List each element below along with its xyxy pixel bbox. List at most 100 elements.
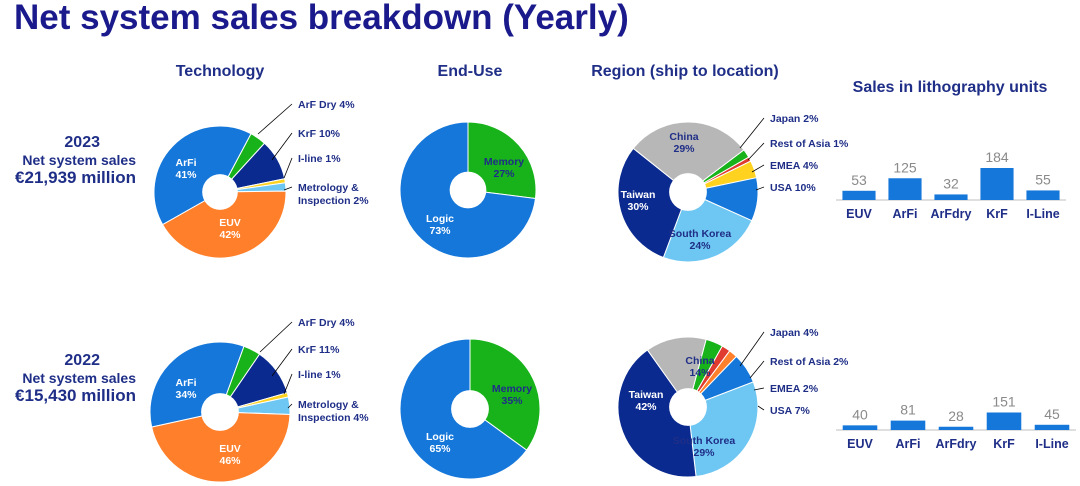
header-end-use: End-Use bbox=[437, 63, 503, 80]
pie-slice-euv bbox=[151, 411, 291, 483]
callout-label-arf-dry: ArF Dry 4% bbox=[298, 317, 355, 329]
bar-category-label: KrF bbox=[993, 437, 1015, 451]
pie-slice-taiwan bbox=[617, 147, 689, 259]
slice-label-logic: Logic 73% bbox=[426, 213, 454, 237]
callout-line bbox=[747, 142, 765, 161]
slice-label-south-korea: South Korea 29% bbox=[673, 435, 736, 459]
callout-label-i-line: I-line 1% bbox=[298, 369, 341, 381]
callout-label-japan: Japan 2% bbox=[770, 113, 819, 125]
net-sales-label: Net system sales bbox=[22, 152, 136, 168]
donut-hole bbox=[202, 174, 238, 210]
callout-label-usa: USA 7% bbox=[770, 405, 811, 417]
header-units: Sales in lithography units bbox=[852, 79, 1048, 96]
bar-arfdry bbox=[938, 426, 974, 430]
net-sales-amount: €15,430 million bbox=[15, 386, 136, 405]
callout-label-arf-dry: ArF Dry 4% bbox=[298, 99, 355, 111]
header-region: Region (ship to location) bbox=[591, 63, 779, 80]
bar-value-label: 55 bbox=[1035, 171, 1051, 187]
bar-arfi bbox=[890, 420, 926, 430]
callout-line bbox=[283, 186, 293, 191]
bar-value-label: 53 bbox=[851, 172, 867, 188]
callout-line bbox=[739, 117, 765, 149]
bar-category-label: EUV bbox=[847, 437, 873, 451]
slice-label-euv: EUV 46% bbox=[219, 443, 241, 467]
callout-label-metrology-inspection: Metrology & Inspection 2% bbox=[298, 182, 369, 207]
pie-slice-euv bbox=[161, 190, 287, 259]
bar-euv bbox=[842, 190, 876, 200]
donut-hole bbox=[669, 388, 707, 426]
callout-line bbox=[271, 348, 293, 377]
callout-label-japan: Japan 4% bbox=[770, 327, 819, 339]
pie-end-use-2023: Memory 27% Logic 73% bbox=[399, 121, 537, 259]
slice-label-south-korea: South Korea 24% bbox=[669, 228, 732, 252]
pie-slice-taiwan bbox=[617, 349, 697, 478]
page-title: Net system sales breakdown (Yearly) bbox=[14, 0, 629, 37]
pie-end-use-2022: Memory 35% Logic 65% bbox=[399, 338, 541, 480]
pie-technology-2023: ArF Dry 4% KrF 10% I-line 1% Metrology & Ins… bbox=[153, 99, 369, 259]
callout-label-i-line: I-line 1% bbox=[298, 153, 341, 165]
bar-category-label: EUV bbox=[846, 207, 872, 221]
bar-i-line bbox=[1034, 424, 1070, 430]
callout-line bbox=[287, 403, 293, 409]
callout-line bbox=[753, 387, 765, 391]
header-technology: Technology bbox=[175, 63, 265, 80]
bar-category-label: KrF bbox=[986, 207, 1008, 221]
bar-value-label: 184 bbox=[985, 149, 1009, 165]
callout-line bbox=[259, 321, 293, 353]
callout-label-usa: USA 10% bbox=[770, 182, 816, 194]
slice-label-euv: EUV 42% bbox=[219, 217, 241, 241]
donut-hole bbox=[451, 390, 489, 428]
pie-technology-2022: ArF Dry 4% KrF 11% I-line 1% Metrology & Ins… bbox=[149, 317, 369, 483]
bar-chart-units-2022: 40 EUV 81 ArFi 28 ArFdry 151 KrF 45 I-Line bbox=[836, 393, 1076, 451]
bar-arfdry bbox=[934, 194, 968, 200]
pie-slice-china bbox=[632, 121, 745, 193]
bar-chart-units-2023: 53 EUV 125 ArFi 32 ArFdry 184 KrF 55 I-Line bbox=[836, 149, 1066, 221]
pie-region-2022: Japan 4% Rest of Asia 2% EMEA 2% USA 7% Sout… bbox=[617, 327, 849, 478]
bar-euv bbox=[842, 425, 878, 430]
year-summary-2022: 2022 Net system sales €15,430 million bbox=[0, 352, 136, 406]
callout-label-rest-of-asia: Rest of Asia 1% bbox=[770, 138, 849, 150]
slice-label-china: China 14% bbox=[685, 355, 714, 379]
callout-line bbox=[283, 373, 293, 395]
pie-slice-arfi bbox=[153, 125, 252, 226]
bar-krf bbox=[980, 168, 1014, 200]
bar-value-label: 28 bbox=[948, 408, 964, 424]
slice-label-taiwan: Taiwan 42% bbox=[629, 389, 664, 413]
pie-region-2023: Japan 2% Rest of Asia 1% EMEA 4% USA 10% Sou… bbox=[617, 113, 849, 263]
year-label: 2023 bbox=[64, 134, 100, 151]
callout-label-metrology-inspection: Metrology & Inspection 4% bbox=[298, 399, 369, 424]
bar-category-label: ArFi bbox=[893, 207, 918, 221]
callout-line bbox=[755, 186, 765, 191]
donut-hole bbox=[201, 393, 239, 431]
bar-category-label: ArFdry bbox=[936, 437, 977, 451]
bar-category-label: I-Line bbox=[1035, 437, 1068, 451]
bar-category-label: ArFdry bbox=[931, 207, 972, 221]
slice-label-china: China 29% bbox=[669, 131, 698, 155]
bar-value-label: 40 bbox=[852, 406, 868, 422]
callout-label-emea: EMEA 4% bbox=[770, 160, 819, 172]
bar-arfi bbox=[888, 178, 922, 200]
bar-category-label: I-Line bbox=[1026, 207, 1059, 221]
bar-value-label: 151 bbox=[992, 393, 1016, 409]
bar-value-label: 32 bbox=[943, 175, 959, 191]
callout-label-rest-of-asia: Rest of Asia 2% bbox=[770, 356, 849, 368]
callout-label-krf: KrF 10% bbox=[298, 128, 341, 140]
bar-category-label: ArFi bbox=[896, 437, 921, 451]
pie-slice-memory bbox=[469, 338, 541, 451]
bar-value-label: 81 bbox=[900, 402, 916, 418]
callout-line bbox=[757, 405, 765, 411]
slice-label-memory: Memory 35% bbox=[492, 383, 532, 407]
callout-label-krf: KrF 11% bbox=[298, 344, 340, 356]
bar-krf bbox=[986, 412, 1022, 430]
donut-hole bbox=[449, 171, 487, 209]
donut-hole bbox=[669, 173, 707, 211]
pie-slice-memory bbox=[467, 121, 537, 200]
slice-label-logic: Logic 65% bbox=[426, 431, 454, 455]
callout-line bbox=[271, 132, 293, 161]
net-sales-label: Net system sales bbox=[22, 370, 136, 386]
slice-label-arfi: ArFi 34% bbox=[175, 377, 197, 401]
callout-line bbox=[739, 331, 765, 367]
bar-i-line bbox=[1026, 190, 1060, 200]
year-label: 2022 bbox=[64, 352, 100, 369]
